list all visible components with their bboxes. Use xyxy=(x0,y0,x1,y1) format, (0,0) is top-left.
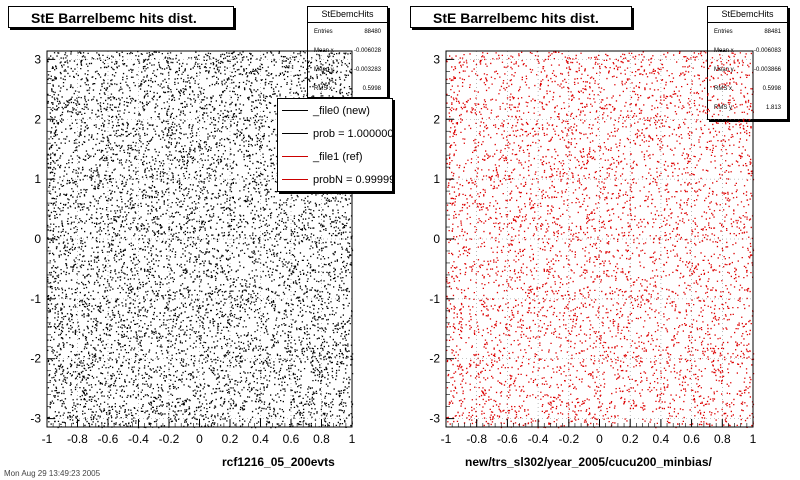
right-stats-value: 0.5998 xyxy=(762,86,781,92)
y-tick-label: -3 xyxy=(30,412,41,426)
left-stats-label: Entries xyxy=(314,29,333,35)
right-stats-row: Entries 88481 xyxy=(708,23,787,42)
x-tick-label: 0.6 xyxy=(683,432,700,446)
right-chart-title: StE Barrelbemc hits dist. xyxy=(433,10,599,26)
left-stats-row: Entries 88480 xyxy=(308,23,387,42)
legend-entry: _file0 (new) xyxy=(278,99,392,122)
left-stats-row: RMS x 0.5998 xyxy=(308,80,387,99)
x-tick-label: -0.6 xyxy=(497,432,518,446)
y-tick-label: 3 xyxy=(34,52,41,66)
right-stats-value: -0.003866 xyxy=(753,67,781,73)
x-tick-label: 0.8 xyxy=(313,432,330,446)
x-tick-label: 0.4 xyxy=(653,432,670,446)
legend-label: probN = 0.999999 xyxy=(313,173,393,186)
left-chart-title: StE Barrelbemc hits dist. xyxy=(31,10,197,26)
left-x-axis-label: rcf1216_05_200evts xyxy=(222,455,335,469)
right-stats-label: RMS x xyxy=(714,86,732,92)
x-tick-label: -1 xyxy=(441,432,452,446)
left-stats-label: Mean y xyxy=(314,67,334,73)
x-tick-label: -0.4 xyxy=(528,432,549,446)
y-tick-label: -3 xyxy=(429,412,440,426)
left-stats-value: 88480 xyxy=(364,29,381,35)
x-tick-label: 1 xyxy=(750,432,757,446)
y-tick-label: 2 xyxy=(433,112,440,126)
y-tick-label: 0 xyxy=(34,232,41,246)
left-legend: _file0 (new) prob = 1.000000 _file1 (ref… xyxy=(277,98,393,192)
legend-line-swatch xyxy=(282,110,308,111)
right-stats-label: Entries xyxy=(714,29,733,35)
x-tick-label: 0.2 xyxy=(622,432,639,446)
scatter-points xyxy=(446,51,755,429)
legend-line-swatch xyxy=(282,133,308,134)
left-stats-label: RMS x xyxy=(314,86,332,92)
right-stats-name: StEbemcHits xyxy=(708,7,787,23)
x-tick-label: -0.2 xyxy=(159,432,180,446)
legend-label: prob = 1.000000 xyxy=(313,127,393,140)
x-tick-label: 0 xyxy=(196,432,203,446)
x-tick-label: 1 xyxy=(349,432,356,446)
y-tick-label: 1 xyxy=(34,172,41,186)
x-tick-label: -0.6 xyxy=(98,432,119,446)
right-stats-value: -0.006083 xyxy=(753,48,781,54)
x-tick-label: 0.4 xyxy=(252,432,269,446)
y-tick-label: 3 xyxy=(433,52,440,66)
x-tick-label: 0.8 xyxy=(714,432,731,446)
right-stats-value: 1.813 xyxy=(765,105,781,111)
right-x-axis-label: new/trs_sl302/year_2005/cucu200_minbias/ xyxy=(465,455,712,469)
y-tick-label: 1 xyxy=(433,172,440,186)
right-stats-label: RMS y xyxy=(714,105,732,111)
x-tick-label: 0.6 xyxy=(283,432,300,446)
left-title-box: StE Barrelbemc hits dist. xyxy=(8,6,234,28)
y-tick-label: -1 xyxy=(30,292,41,306)
legend-line-swatch xyxy=(282,156,308,157)
x-tick-label: -0.8 xyxy=(466,432,487,446)
timestamp-footer: Mon Aug 29 13:49:23 2005 xyxy=(4,469,101,478)
left-stats-value: -0.006028 xyxy=(353,48,381,54)
left-stats-value: 0.5998 xyxy=(362,86,381,92)
x-tick-label: -0.8 xyxy=(67,432,88,446)
legend-entry: _file1 (ref) xyxy=(278,145,392,168)
legend-entry: prob = 1.000000 xyxy=(278,122,392,145)
right-stats-row: Mean y -0.003866 xyxy=(708,61,787,80)
y-tick-label: -1 xyxy=(429,292,440,306)
legend-label: _file0 (new) xyxy=(313,104,370,117)
right-stats-row: RMS y 1.813 xyxy=(708,99,787,118)
x-tick-label: 0 xyxy=(596,432,603,446)
legend-label: _file1 (ref) xyxy=(313,150,363,163)
y-tick-label: -2 xyxy=(429,352,440,366)
x-tick-label: -1 xyxy=(42,432,53,446)
left-stats-value: -0.003283 xyxy=(353,67,381,73)
legend-line-swatch xyxy=(282,179,308,180)
left-stats-box: StEbemcHits Entries 88480 Mean x -0.0060… xyxy=(307,6,388,98)
right-stats-label: Mean y xyxy=(714,67,734,73)
y-tick-label: -2 xyxy=(30,352,41,366)
right-stats-value: 88481 xyxy=(764,29,781,35)
right-stats-row: RMS x 0.5998 xyxy=(708,80,787,99)
left-stats-name: StEbemcHits xyxy=(308,7,387,23)
y-tick-label: 2 xyxy=(34,112,41,126)
x-tick-label: -0.2 xyxy=(558,432,579,446)
y-tick-label: 0 xyxy=(433,232,440,246)
scatter-points xyxy=(47,51,354,429)
left-stats-row: Mean y -0.003283 xyxy=(308,61,387,80)
right-title-box: StE Barrelbemc hits dist. xyxy=(410,6,632,28)
legend-entry: probN = 0.999999 xyxy=(278,168,392,191)
x-tick-label: -0.4 xyxy=(128,432,149,446)
x-tick-label: 0.2 xyxy=(222,432,239,446)
